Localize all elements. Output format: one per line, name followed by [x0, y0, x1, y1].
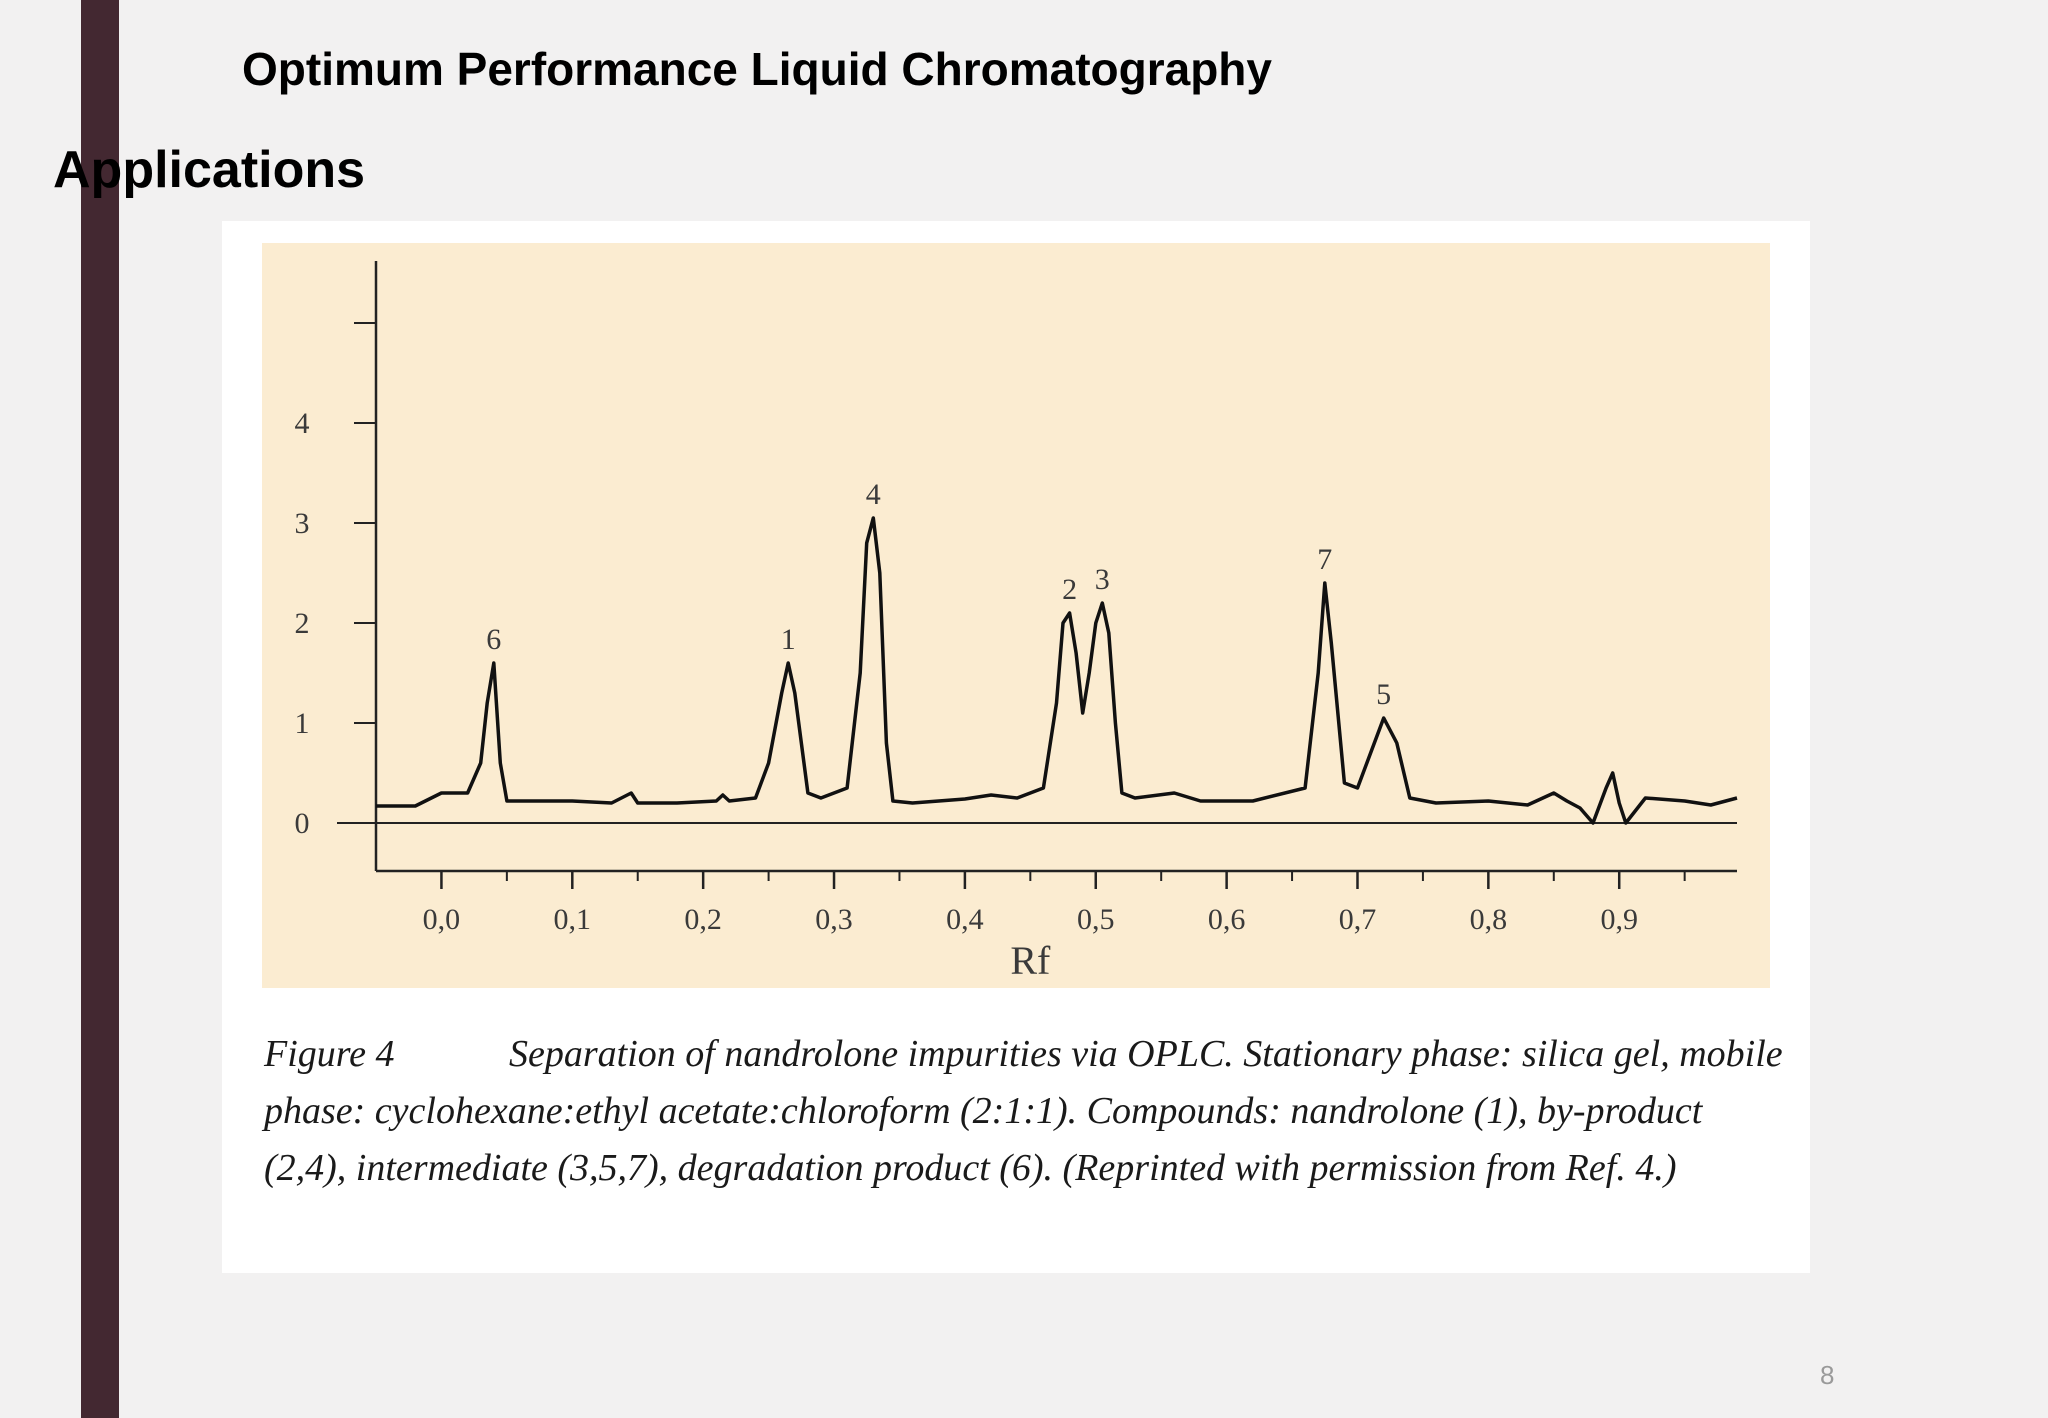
- y-tick-label: 0: [295, 807, 310, 840]
- peak-label: 7: [1317, 543, 1332, 576]
- x-axis-label: Rf: [1010, 938, 1051, 983]
- x-tick-label: 0,2: [684, 903, 722, 936]
- figure-card: 0 1 2 3 4 0,0 0,1 0,2 0,3 0,4 0,5 0,6 0,7 0,8 0,9 Rf 6 1 4…: [222, 221, 1810, 1273]
- caption-label: Figure 4: [264, 1033, 395, 1075]
- peak-label: 6: [486, 623, 501, 656]
- section-heading: Applications: [53, 141, 366, 199]
- y-tick-label: 4: [295, 407, 310, 440]
- x-tick-label: 0,3: [815, 903, 853, 936]
- chromatogram-trace: [376, 516, 1738, 825]
- peak-label: 2: [1062, 573, 1077, 606]
- y-tick-label: 3: [295, 507, 310, 540]
- slide-title: Optimum Performance Liquid Chromatograph…: [242, 43, 1272, 95]
- peak-label: 3: [1095, 563, 1110, 596]
- x-tick-label: 0,8: [1470, 903, 1508, 936]
- x-tick-label: 0,1: [554, 903, 592, 936]
- peak-label: 5: [1376, 678, 1391, 711]
- peak-label: 4: [866, 478, 881, 511]
- side-accent-bar: [81, 0, 119, 1418]
- chart-panel: 0 1 2 3 4 0,0 0,1 0,2 0,3 0,4 0,5 0,6 0,7 0,8 0,9 Rf 6 1 4…: [262, 243, 1770, 988]
- x-tick-label: 0,5: [1077, 903, 1115, 936]
- x-tick-label: 0,9: [1600, 903, 1638, 936]
- y-tick-label: 1: [295, 707, 310, 740]
- x-tick-label: 0,7: [1339, 903, 1377, 936]
- page-number: 8: [1820, 1360, 1835, 1390]
- x-tick-label: 0,0: [423, 903, 461, 936]
- x-tick-label: 0,6: [1208, 903, 1246, 936]
- y-tick-label: 2: [295, 607, 310, 640]
- figure-caption: Figure 4 Separation of nandrolone impurit…: [264, 1026, 1784, 1197]
- peak-label: 1: [781, 623, 796, 656]
- x-tick-label: 0,4: [946, 903, 984, 936]
- caption-text: Separation of nandrolone impurities via …: [264, 1033, 1783, 1189]
